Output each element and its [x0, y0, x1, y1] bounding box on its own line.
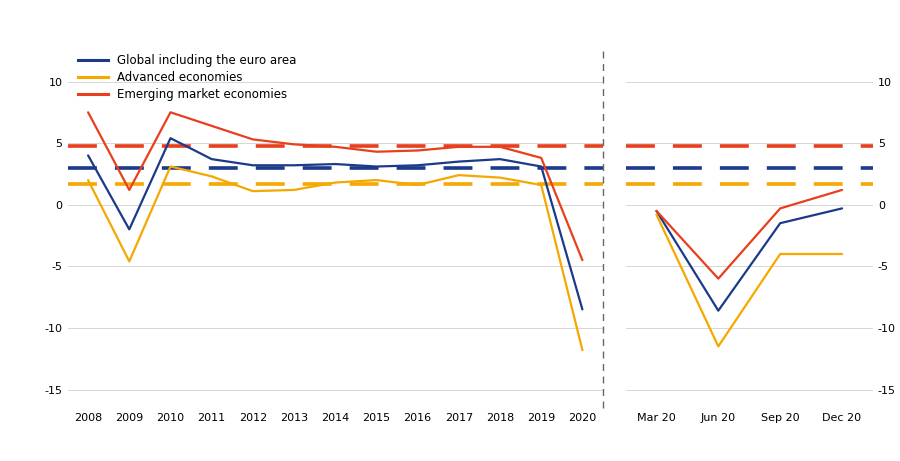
- Legend: Global including the euro area, Advanced economies, Emerging market economies: Global including the euro area, Advanced…: [74, 49, 302, 106]
